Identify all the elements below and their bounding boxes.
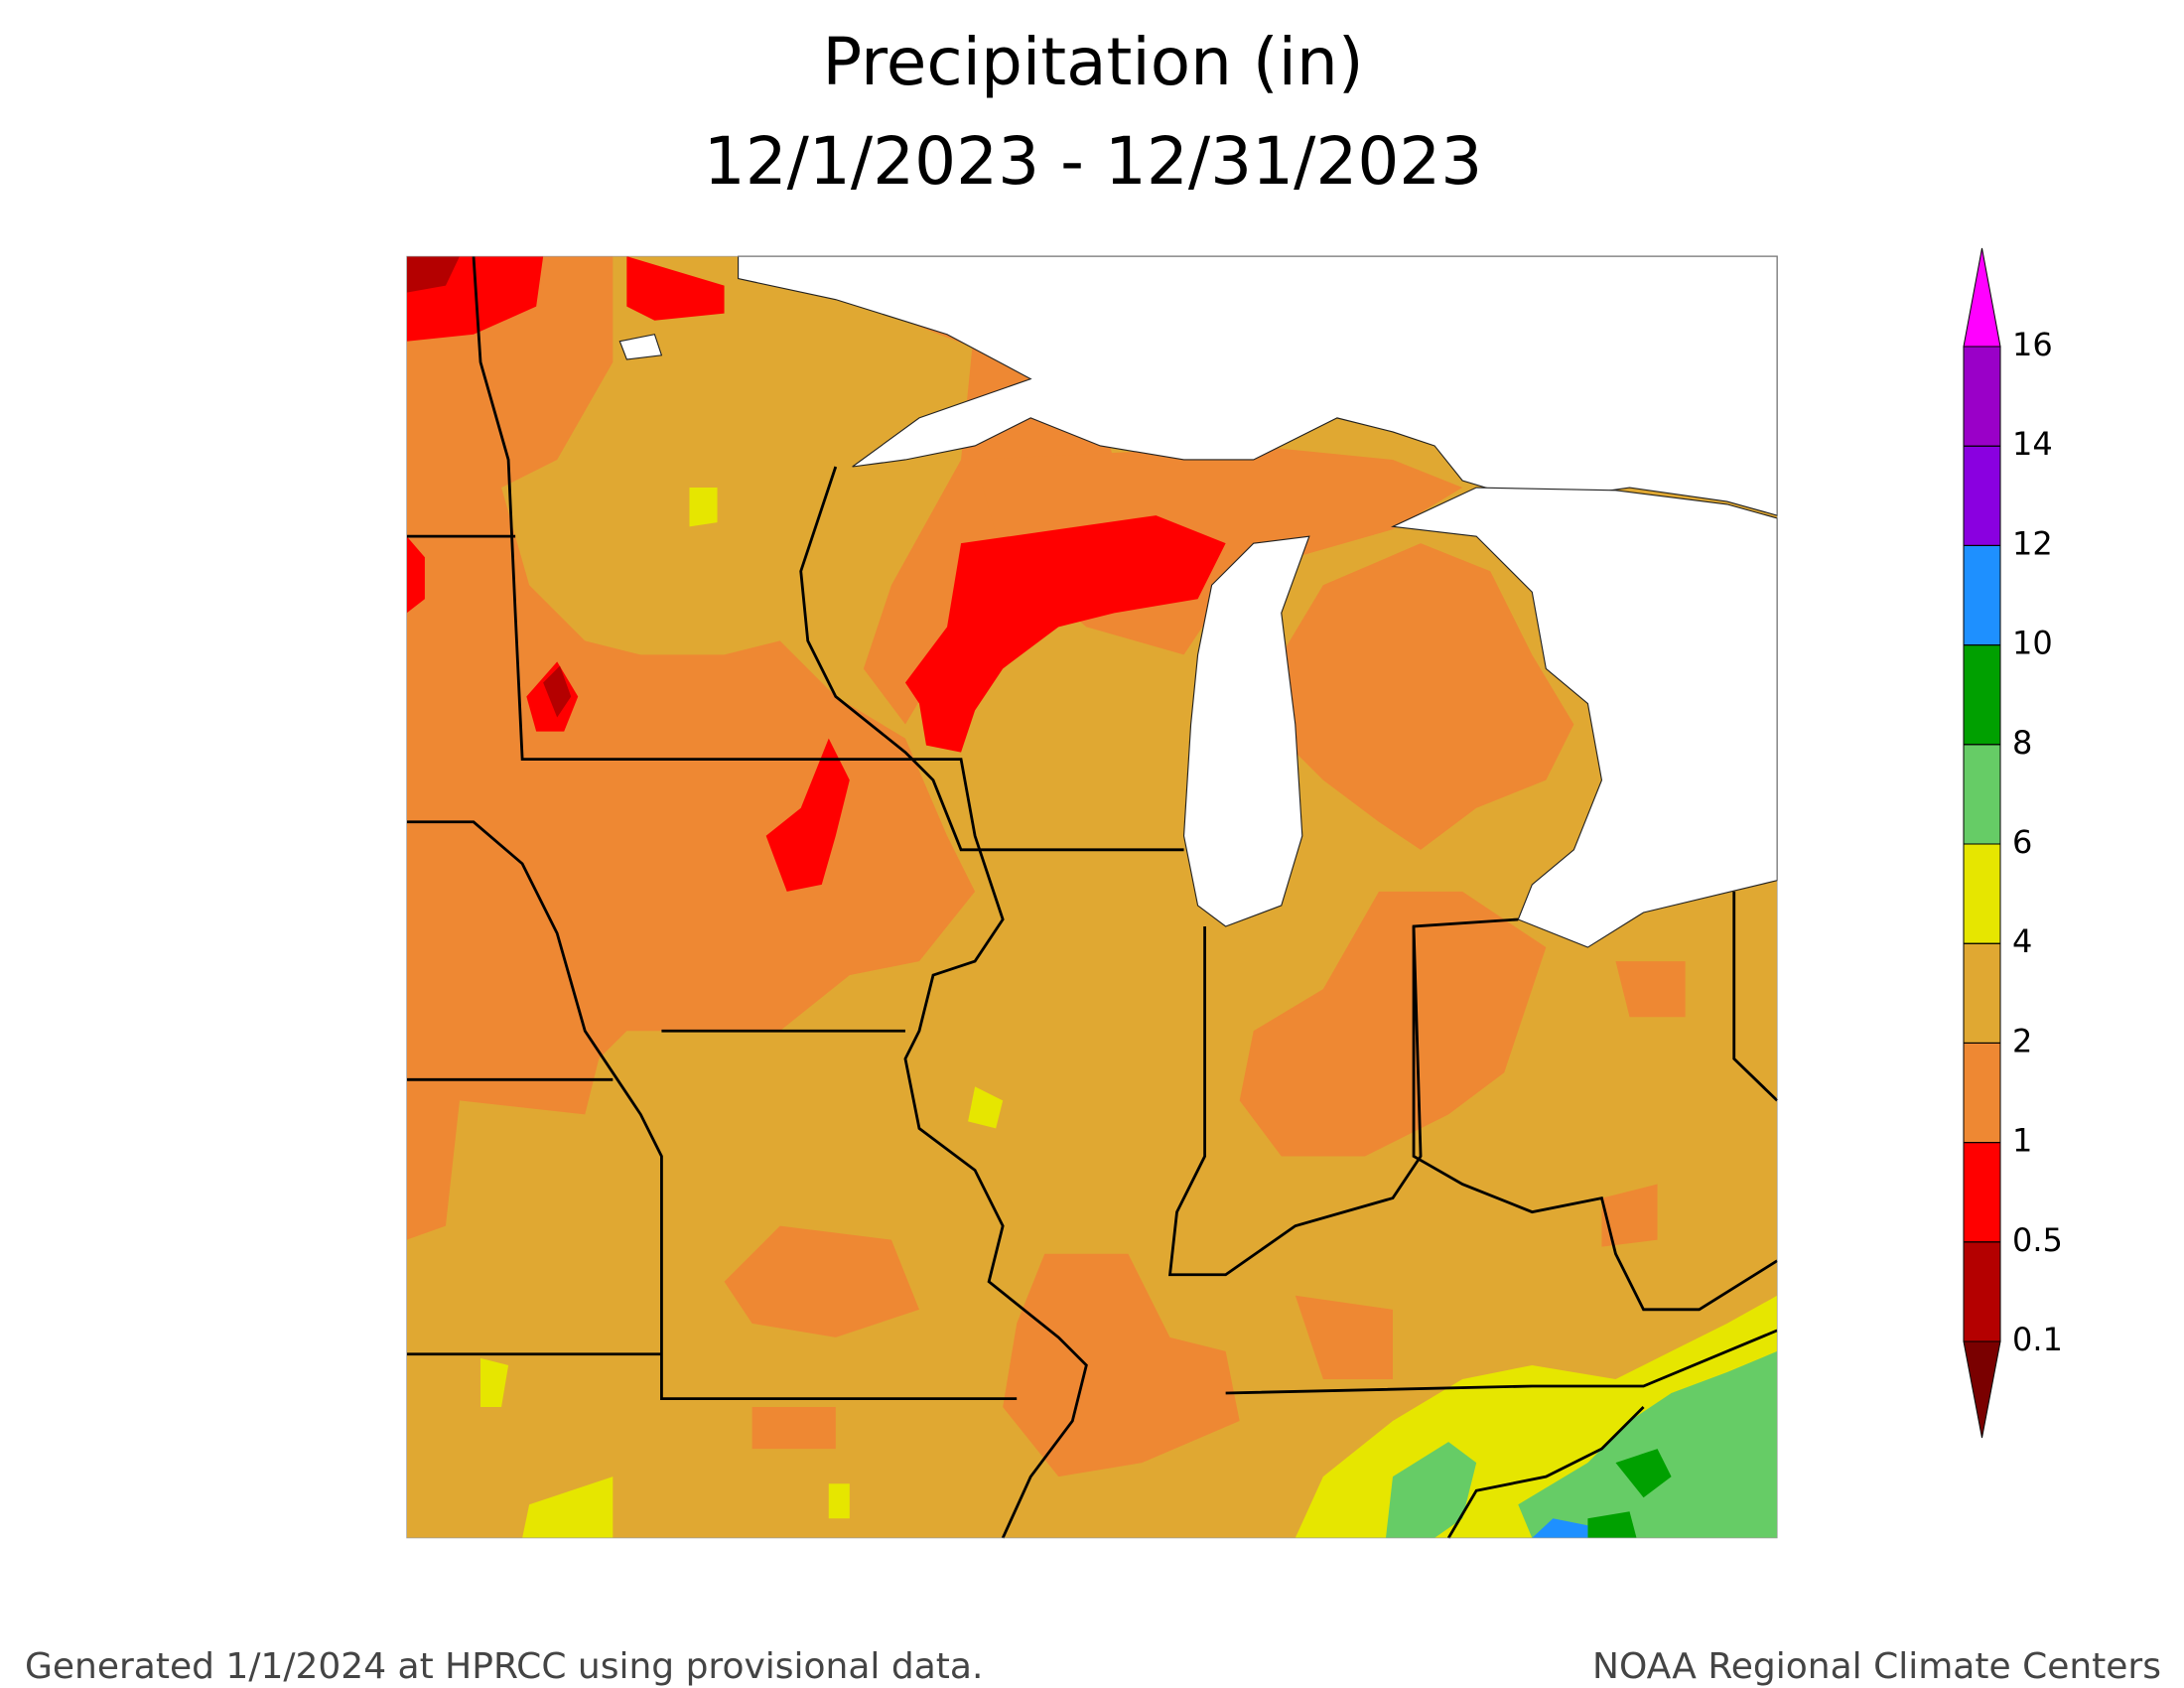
colorbar-segment <box>1963 544 2001 646</box>
colorbar-segment <box>1963 843 2001 944</box>
green-areas <box>1385 1350 1778 1538</box>
colorbar-label: 0.5 <box>2012 1221 2063 1259</box>
colorbar-segment <box>1963 1241 2001 1342</box>
colorbar-segment <box>1963 346 2001 447</box>
footer-right: NOAA Regional Climate Centers <box>1592 1646 2161 1687</box>
colorbar-segment <box>1963 942 2001 1044</box>
blue-area <box>1532 1518 1588 1538</box>
colorbar-segment <box>1963 744 2001 845</box>
map-frame <box>406 255 1778 1539</box>
colorbar-label: 6 <box>2012 823 2032 861</box>
water-and-canada <box>618 255 1778 948</box>
footer-left: Generated 1/1/2024 at HPRCC using provis… <box>25 1646 983 1687</box>
colorbar-label: 8 <box>2012 724 2032 762</box>
colorbar-under <box>1963 1340 2001 1439</box>
colorbar-label: 14 <box>2012 425 2053 463</box>
colorbar-label: 10 <box>2012 625 2053 662</box>
title: Precipitation (in) <box>822 24 1363 100</box>
colorbar-label: 12 <box>2012 524 2053 562</box>
colorbar-segment <box>1963 445 2001 546</box>
dark-green-areas <box>1587 1449 1672 1538</box>
colorbar-label: 2 <box>2012 1022 2032 1059</box>
colorbar-label: 16 <box>2012 326 2053 363</box>
colorbar-label: 1 <box>2012 1122 2032 1160</box>
colorbar-over <box>1963 247 2001 348</box>
dark-red-areas <box>406 256 572 718</box>
colorbar-label: 4 <box>2012 922 2032 960</box>
map <box>406 255 1779 1539</box>
colorbar-segment <box>1963 1142 2001 1243</box>
colorbar-segment <box>1963 644 2001 746</box>
colorbar-label: 0.1 <box>2012 1321 2063 1358</box>
subtitle: 12/1/2023 - 12/31/2023 <box>704 123 1483 200</box>
colorbar-segment <box>1963 1042 2001 1144</box>
state-borders <box>406 256 1779 1539</box>
